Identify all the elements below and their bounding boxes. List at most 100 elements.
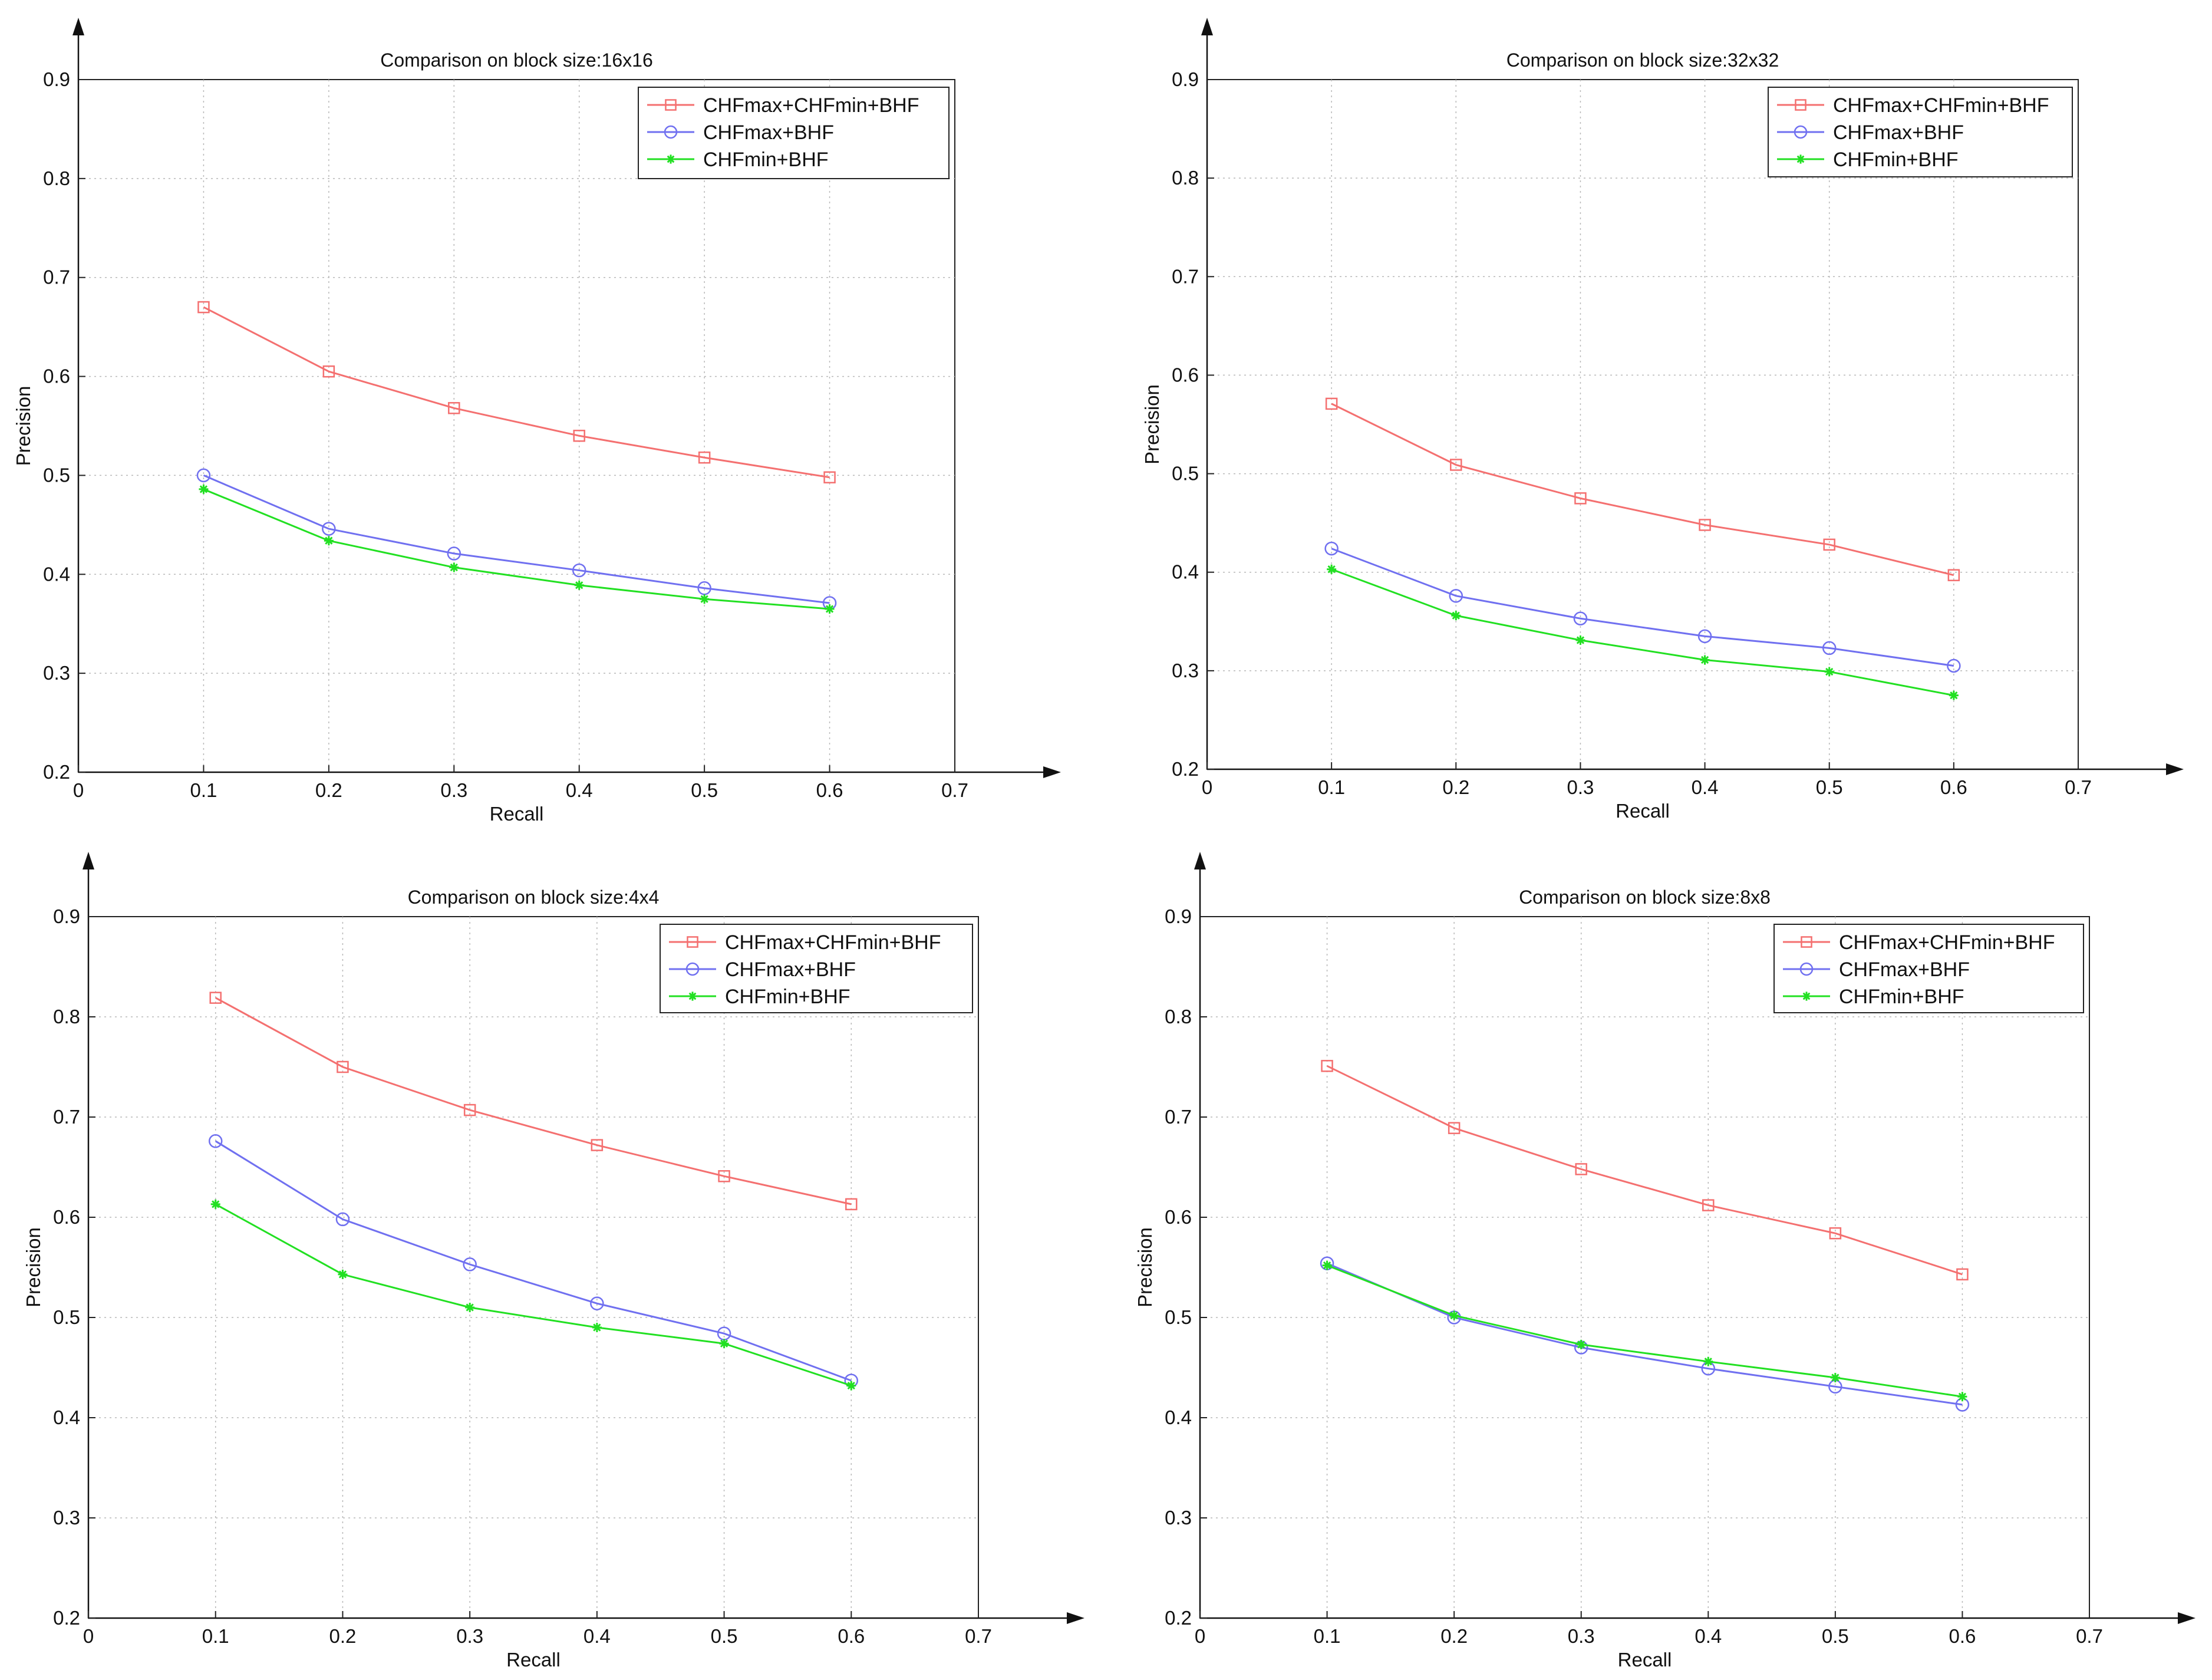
- series-line: [1331, 568, 1954, 697]
- x-tick-label: 0.1: [1314, 1625, 1341, 1647]
- legend-marker: [1799, 962, 1814, 976]
- data-point: [209, 991, 222, 1004]
- y-tick-label: 0.5: [53, 1306, 80, 1328]
- y-tick-label: 0.4: [43, 563, 70, 585]
- x-tick-label: 0.1: [190, 779, 217, 801]
- x-tick-label: 0.3: [1567, 776, 1594, 798]
- x-tick-label: 0.5: [711, 1625, 738, 1647]
- x-tick-label: 0.7: [2076, 1625, 2103, 1647]
- y-tick-label: 0.2: [1165, 1607, 1192, 1629]
- data-point: [823, 471, 836, 484]
- series-2: [1324, 541, 1961, 673]
- data-point: [1573, 611, 1588, 626]
- x-axis-label: Recall: [490, 803, 544, 825]
- data-point-core: [1324, 1263, 1330, 1268]
- legend-entry: CHFmin+BHF: [1839, 986, 1964, 1008]
- legend-marker: [685, 962, 700, 976]
- data-point-core: [467, 1305, 473, 1310]
- legend-entry: CHFmax+BHF: [703, 121, 834, 144]
- x-tick-label: 0.3: [1568, 1625, 1595, 1647]
- x-tick-label: 0: [73, 779, 84, 801]
- y-tick-label: 0.6: [1165, 1206, 1192, 1228]
- data-point: [337, 1060, 349, 1073]
- y-tick-label: 0.4: [53, 1406, 80, 1428]
- y-tick-label: 0.2: [1172, 758, 1199, 780]
- x-tick-label: 0: [1202, 776, 1212, 798]
- y-tick-label: 0.5: [43, 464, 70, 486]
- legend-entry: CHFmin+BHF: [1833, 149, 1959, 171]
- data-point: [196, 468, 211, 483]
- data-point-core: [451, 565, 457, 570]
- y-tick-label: 0.6: [43, 365, 70, 387]
- x-axis-arrow: [2166, 763, 2184, 775]
- legend-marker: [1801, 936, 1812, 948]
- data-point-core: [721, 1341, 727, 1346]
- data-point-core: [1827, 669, 1832, 674]
- y-tick-label: 0.8: [43, 167, 70, 189]
- data-point: [335, 1212, 350, 1227]
- chart-title: Comparison on block size:4x4: [408, 887, 660, 908]
- x-tick-label: 0.1: [1318, 776, 1345, 798]
- data-point: [1325, 397, 1338, 410]
- y-tick-label: 0.5: [1165, 1306, 1192, 1328]
- y-tick-label: 0.7: [1165, 1106, 1192, 1128]
- data-point: [1321, 1060, 1333, 1072]
- x-tick-label: 0.5: [1822, 1625, 1849, 1647]
- legend: CHFmax+CHFmin+BHF CHFmax+BHF CHFmin+BHF: [1773, 924, 2084, 1013]
- data-point-core: [201, 486, 206, 492]
- x-tick-label: 0.7: [941, 779, 968, 801]
- y-axis-label: Precision: [1141, 384, 1163, 465]
- data-point: [322, 522, 336, 536]
- series-line: [1326, 1262, 1963, 1406]
- data-point-core: [1329, 566, 1334, 572]
- series-line: [1331, 548, 1954, 667]
- x-tick-label: 0.4: [1692, 776, 1719, 798]
- data-point: [1699, 519, 1711, 531]
- legend-entry: CHFmin+BHF: [725, 986, 850, 1008]
- data-point-core: [326, 538, 331, 543]
- legend-marker: [664, 125, 678, 139]
- x-tick-label: 0.4: [1695, 1625, 1722, 1647]
- data-point-core: [340, 1271, 345, 1277]
- y-axis-label: Precision: [22, 1227, 44, 1307]
- data-point-core: [1832, 1375, 1838, 1380]
- data-point: [1574, 492, 1587, 505]
- y-tick-label: 0.7: [1172, 265, 1199, 287]
- y-tick-label: 0.2: [53, 1607, 80, 1629]
- x-tick-label: 0.3: [440, 779, 467, 801]
- data-point: [1947, 658, 1961, 673]
- series-1: [1321, 1060, 1969, 1281]
- data-point-core: [1951, 693, 1956, 698]
- data-point: [1823, 538, 1835, 551]
- data-point-core: [1702, 657, 1707, 663]
- data-point-core: [1452, 1313, 1457, 1318]
- chart-panel-1: 0 0.1 0.2 0.3 0.4 0.5 0.6 0.7 0.2 0.3 0.4 0.5 0.6 0.7…: [12, 18, 1061, 825]
- data-point: [448, 402, 460, 414]
- legend-entry: CHFmin+BHF: [703, 149, 829, 171]
- y-tick-label: 0.8: [53, 1006, 80, 1027]
- data-point-core: [576, 582, 582, 588]
- x-tick-label: 0.2: [1442, 776, 1469, 798]
- x-tick-label: 0.5: [691, 779, 718, 801]
- legend-entry: CHFmax+BHF: [725, 958, 856, 981]
- data-point-core: [1960, 1394, 1965, 1399]
- data-point: [1324, 541, 1339, 556]
- y-tick-label: 0.6: [53, 1206, 80, 1228]
- y-tick-label: 0.3: [1165, 1507, 1192, 1529]
- x-axis-arrow: [2178, 1612, 2195, 1624]
- x-tick-label: 0.2: [1440, 1625, 1468, 1647]
- data-point-core: [1706, 1359, 1711, 1364]
- legend-entry: CHFmax+CHFmin+BHF: [703, 94, 919, 117]
- series-1: [197, 301, 836, 484]
- legend-marker-core: [690, 994, 695, 999]
- legend-marker: [1795, 99, 1806, 111]
- data-point: [197, 301, 210, 314]
- y-tick-label: 0.9: [53, 905, 80, 927]
- y-tick-label: 0.4: [1165, 1406, 1192, 1428]
- data-point-core: [594, 1325, 599, 1330]
- chart-title: Comparison on block size:16x16: [380, 50, 652, 71]
- x-tick-label: 0.4: [584, 1625, 611, 1647]
- y-tick-label: 0.8: [1172, 167, 1199, 189]
- data-point: [1702, 1199, 1715, 1211]
- data-point: [1448, 1122, 1461, 1134]
